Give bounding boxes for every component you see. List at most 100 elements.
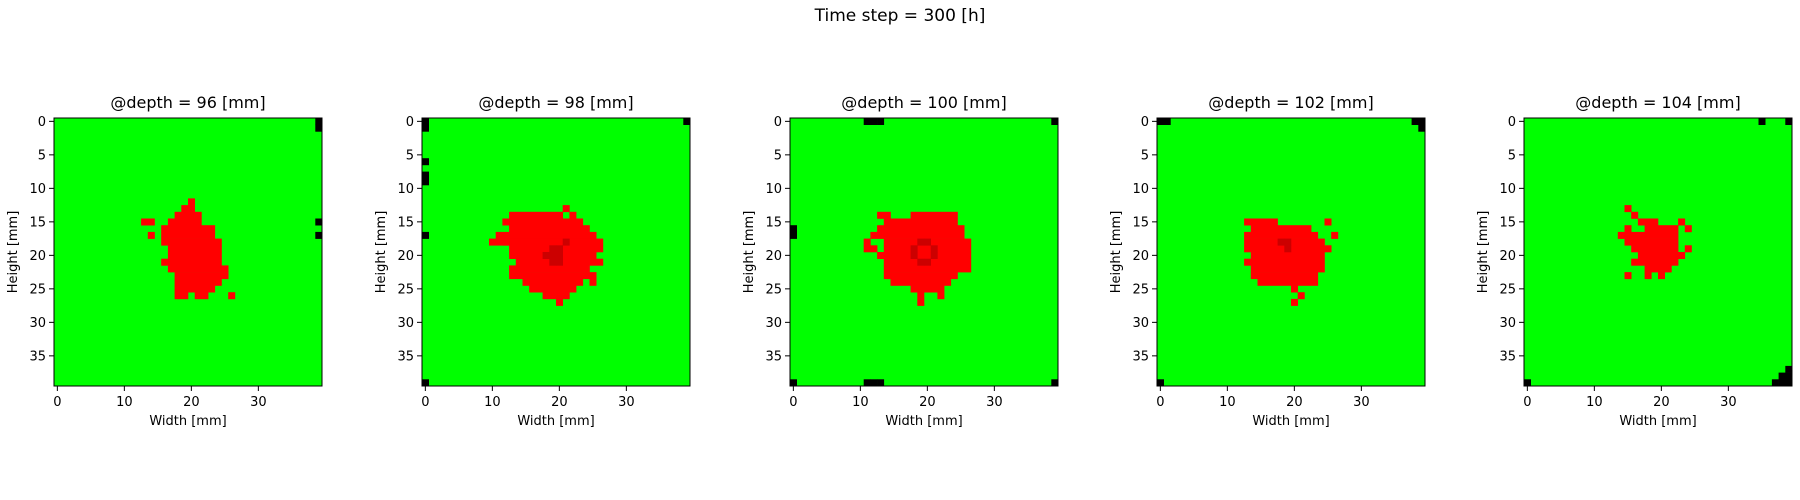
infected-region [1624, 205, 1632, 213]
infected-region [167, 265, 229, 273]
infected-region [1244, 218, 1278, 226]
infected-region [502, 218, 584, 226]
infected-region [1324, 218, 1332, 226]
x-tick-label: 20 [183, 395, 200, 410]
x-axis-label: Width [mm] [885, 414, 962, 429]
infected-region [1250, 252, 1325, 259]
dense-infected-cell [924, 238, 931, 246]
dense-infected-cell [924, 258, 931, 266]
y-tick-label: 20 [397, 249, 414, 264]
x-tick-label: 0 [1523, 395, 1531, 410]
infected-region [890, 278, 952, 286]
y-tick-label: 20 [29, 249, 46, 264]
infected-region [1250, 265, 1325, 273]
y-tick-label: 10 [1132, 182, 1149, 197]
dead-cell [1524, 379, 1531, 387]
dense-infected-cell [917, 258, 925, 266]
dead-cell [1785, 372, 1793, 380]
infected-region [883, 231, 965, 239]
infected-region [167, 252, 222, 259]
dense-infected-cell [910, 252, 918, 259]
infected-region [877, 225, 965, 233]
y-tick-label: 25 [765, 282, 782, 297]
dead-cell [422, 231, 429, 239]
infected-region [174, 285, 216, 293]
dead-cell [863, 379, 871, 387]
y-axis-label: Height [mm] [742, 211, 757, 294]
x-tick-label: 10 [1219, 395, 1236, 410]
x-tick-label: 30 [986, 395, 1003, 410]
infected-region [883, 265, 972, 273]
dead-cell [1785, 365, 1793, 373]
infected-region [522, 278, 584, 286]
dense-infected-cell [917, 238, 925, 246]
y-tick-label: 20 [1499, 249, 1516, 264]
dense-infected-cell [549, 252, 557, 259]
dense-infected-cell [930, 245, 938, 253]
infected-region [1631, 245, 1679, 253]
y-axis-label: Height [mm] [1476, 211, 1491, 294]
y-tick-label: 35 [397, 349, 414, 364]
axes-frame [421, 117, 691, 387]
y-tick-label: 25 [1132, 282, 1149, 297]
dead-cell [1418, 124, 1426, 132]
dead-cell [1785, 118, 1793, 125]
dead-cell [1778, 379, 1786, 387]
infected-region [863, 245, 878, 253]
y-tick-label: 5 [38, 148, 46, 163]
panel-title: @depth = 102 [mm] [1208, 93, 1373, 112]
infected-region [141, 218, 155, 226]
infected-region [147, 231, 155, 239]
y-tick-label: 30 [29, 316, 46, 331]
dead-cell [1771, 379, 1779, 387]
infected-region [1631, 211, 1639, 219]
x-tick-label: 20 [551, 395, 568, 410]
infected-region [174, 272, 229, 280]
y-tick-label: 15 [397, 215, 414, 230]
axes-frame [1523, 117, 1793, 387]
y-tick-label: 10 [1499, 182, 1516, 197]
infected-region [1331, 231, 1339, 239]
y-tick-label: 35 [1132, 349, 1149, 364]
heatmap-panel-3: 0 10 20 30 0 5 10 15 20 25 30 35 @depth = 100 [mm] Wi… [742, 93, 1059, 429]
x-tick-label: 0 [421, 395, 429, 410]
axes-frame [53, 117, 323, 387]
infected-region [509, 265, 590, 273]
x-tick-label: 20 [1286, 395, 1303, 410]
dense-infected-cell [1284, 245, 1292, 253]
y-tick-label: 15 [1132, 215, 1149, 230]
infected-region [509, 272, 597, 280]
y-tick-label: 5 [406, 148, 414, 163]
y-axis-label: Height [mm] [6, 211, 21, 294]
infected-region [910, 285, 945, 293]
x-tick-label: 20 [1653, 395, 1670, 410]
y-tick-label: 15 [765, 215, 782, 230]
infected-region [161, 225, 216, 233]
infected-region [1291, 285, 1298, 293]
dead-cell [863, 118, 871, 125]
y-axis-label: Height [mm] [1109, 211, 1124, 294]
x-tick-label: 10 [116, 395, 133, 410]
dead-cell [1758, 118, 1766, 125]
panel-title: @depth = 96 [mm] [110, 93, 265, 112]
y-tick-label: 30 [397, 316, 414, 331]
infected-region [502, 238, 604, 246]
infected-region [174, 211, 202, 219]
dead-cell [877, 118, 885, 125]
dead-cell [790, 231, 797, 239]
infected-region [1684, 245, 1692, 253]
panel-title: @depth = 98 [mm] [478, 93, 633, 112]
dense-infected-cell [910, 245, 918, 253]
infected-region [174, 292, 189, 300]
dead-cell [870, 118, 878, 125]
infected-region [1631, 258, 1679, 266]
y-tick-label: 15 [29, 215, 46, 230]
infected-region [883, 218, 958, 226]
infected-region [562, 205, 570, 213]
heatmap-panel-5: 0 10 20 30 0 5 10 15 20 25 30 35 @depth = 104 [mm] Wi… [1476, 93, 1793, 429]
y-tick-label: 25 [397, 282, 414, 297]
infected-region [174, 278, 222, 286]
y-tick-label: 20 [765, 249, 782, 264]
dead-cell [877, 379, 885, 387]
dense-infected-cell [1277, 238, 1285, 246]
